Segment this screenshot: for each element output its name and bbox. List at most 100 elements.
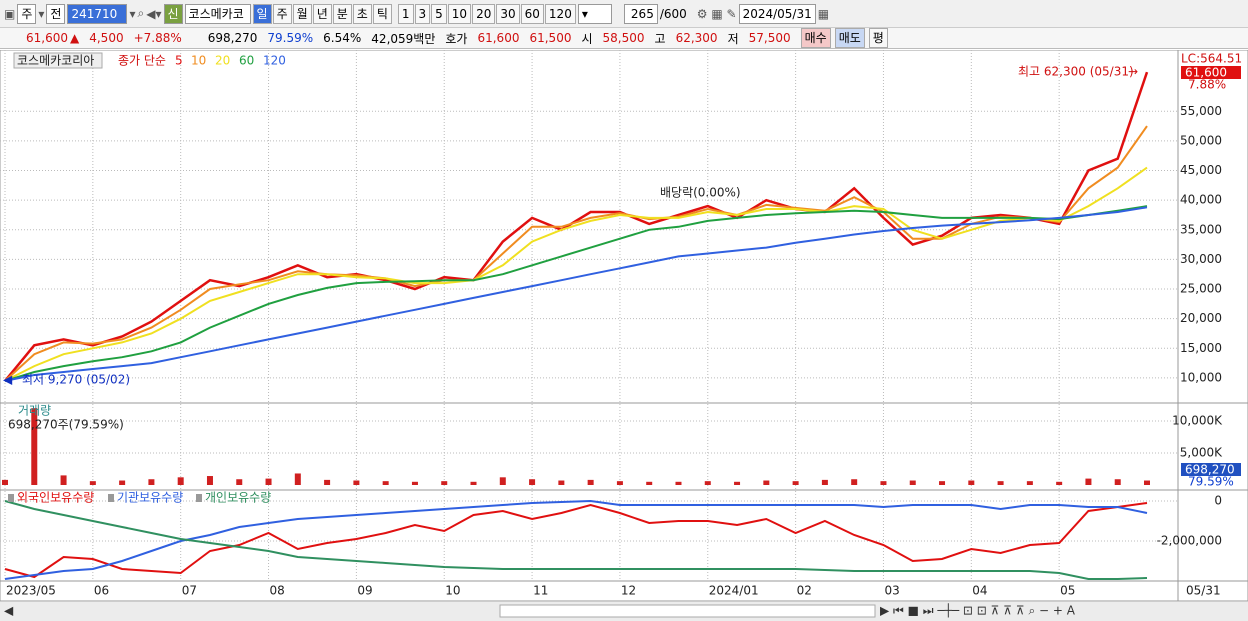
volume-bar bbox=[1026, 481, 1033, 485]
calendar[interactable]: ▦ bbox=[817, 6, 830, 21]
y-tick-label: 55,000 bbox=[1180, 104, 1222, 118]
dropdown[interactable]: ▾ bbox=[129, 6, 136, 21]
tools[interactable]: ⚙ ▦ ✎ bbox=[696, 6, 737, 21]
count[interactable]: 265 bbox=[623, 3, 658, 24]
scroll-left[interactable]: ◀ bbox=[4, 604, 14, 618]
volume-bar bbox=[353, 480, 360, 485]
volume-bar bbox=[177, 477, 184, 485]
legend-marker bbox=[196, 494, 202, 502]
volume-bar bbox=[470, 481, 477, 485]
volume-bar bbox=[997, 481, 1004, 485]
interval-button[interactable]: 3 bbox=[414, 3, 431, 24]
series-line bbox=[4, 500, 1148, 580]
dropdown[interactable]: ▾ bbox=[577, 3, 612, 24]
dividend-annotation: 배당락(0.00%) bbox=[660, 186, 741, 200]
interval-button[interactable]: 5 bbox=[431, 3, 447, 24]
volume-bar bbox=[441, 481, 448, 485]
series-line bbox=[4, 125, 1148, 382]
volume-bar bbox=[1114, 479, 1121, 485]
volume-bar bbox=[206, 476, 213, 485]
scope[interactable]: 전 bbox=[46, 3, 66, 24]
y-tick-label: 10,000K bbox=[1172, 413, 1223, 427]
period-button[interactable]: 초 bbox=[352, 3, 372, 24]
market[interactable]: 주 bbox=[17, 3, 37, 24]
avg-button[interactable]: 평 bbox=[868, 28, 888, 48]
x-tick-label: 11 bbox=[533, 584, 548, 598]
y-tick-label: 50,000 bbox=[1180, 133, 1222, 147]
change: 4,500 bbox=[89, 31, 124, 45]
series-line bbox=[4, 166, 1148, 382]
series-line bbox=[4, 206, 1148, 382]
buy-button[interactable]: 매수 bbox=[800, 28, 831, 48]
date[interactable]: 2024/05/31 bbox=[738, 3, 816, 24]
y-tick-label: -2,000,000 bbox=[1157, 534, 1222, 548]
volume-bar bbox=[1144, 480, 1150, 485]
x-tick-label: 03 bbox=[884, 584, 899, 598]
volume-box bbox=[1181, 463, 1241, 476]
period-button[interactable]: 일 bbox=[252, 3, 272, 24]
label: 호가 bbox=[445, 31, 468, 46]
period-button[interactable]: 틱 bbox=[372, 3, 392, 24]
high-arrow: → bbox=[1128, 65, 1138, 79]
sound[interactable]: ◀▾ bbox=[146, 6, 162, 21]
y-tick-label: 30,000 bbox=[1180, 252, 1222, 266]
code-input[interactable]: 241710 bbox=[67, 3, 128, 24]
sell-button[interactable]: 매도 bbox=[834, 28, 865, 48]
volume-bar bbox=[968, 480, 975, 485]
x-tick-label: 2023/05 bbox=[6, 584, 56, 598]
volume-bar bbox=[324, 479, 331, 485]
rate: +7.88% bbox=[133, 31, 182, 45]
volume-bar bbox=[821, 479, 828, 485]
dropdown[interactable]: ▾ bbox=[38, 6, 45, 21]
low-arrow: ◀ bbox=[3, 373, 13, 387]
period-button[interactable]: 월 bbox=[292, 3, 312, 24]
volume-bar bbox=[499, 477, 506, 485]
y-tick-label: 35,000 bbox=[1180, 222, 1222, 236]
volume-bar bbox=[2, 479, 8, 485]
period-button[interactable]: 분 bbox=[332, 3, 352, 24]
nav-buttons[interactable]: ▶ ⏮ ■ ⏭ ─┼─ ⊡ ⊡ ⊼ ⊼ ⊼ ⌕ − + A bbox=[880, 603, 1076, 618]
y-tick-label: 10,000 bbox=[1180, 370, 1222, 384]
legend-marker bbox=[108, 494, 114, 502]
y-tick-label: 45,000 bbox=[1180, 163, 1222, 177]
interval-button[interactable]: 10 bbox=[447, 3, 472, 24]
x-tick-label: 07 bbox=[182, 584, 197, 598]
y-tick-label: 0 bbox=[1214, 494, 1222, 508]
interval-button[interactable]: 120 bbox=[544, 3, 576, 24]
y-tick-label: 25,000 bbox=[1180, 282, 1222, 296]
search[interactable]: ⌕ bbox=[137, 6, 145, 20]
volume-bar bbox=[265, 478, 272, 485]
x-tick-label: 05 bbox=[1060, 584, 1075, 598]
badge: 신 bbox=[163, 3, 183, 24]
volume-bar bbox=[236, 479, 243, 485]
volume-bar bbox=[880, 481, 887, 485]
legend-item: 60 bbox=[239, 54, 254, 68]
interval-button[interactable]: 20 bbox=[472, 3, 496, 24]
legend-marker bbox=[8, 494, 14, 502]
series-line bbox=[4, 499, 1148, 580]
volume-bar bbox=[734, 481, 741, 485]
series-line bbox=[4, 502, 1148, 579]
low-annotation: 최저 9,270 (05/02) bbox=[22, 373, 130, 387]
x-tick-label: 06 bbox=[94, 584, 109, 598]
volume-bar bbox=[939, 481, 946, 485]
volume-bar bbox=[60, 475, 67, 485]
volume-title: 거래량 bbox=[18, 404, 51, 418]
period-button[interactable]: 년 bbox=[312, 3, 332, 24]
volume-bar bbox=[558, 480, 565, 485]
volume-bar bbox=[529, 479, 536, 485]
interval-button[interactable]: 30 bbox=[496, 3, 520, 24]
up-arrow: ▲ bbox=[70, 31, 80, 45]
volume-bar bbox=[792, 481, 799, 485]
label: 고 bbox=[654, 31, 666, 46]
volume-bar bbox=[411, 481, 418, 485]
scroll-thumb[interactable] bbox=[499, 604, 876, 618]
interval-button[interactable]: 60 bbox=[520, 3, 544, 24]
volume-bar bbox=[294, 473, 301, 485]
icon[interactable]: ▣ bbox=[4, 6, 16, 21]
period-button[interactable]: 주 bbox=[272, 3, 292, 24]
interval-button[interactable]: 1 bbox=[397, 3, 414, 24]
x-tick-label: 04 bbox=[972, 584, 987, 598]
